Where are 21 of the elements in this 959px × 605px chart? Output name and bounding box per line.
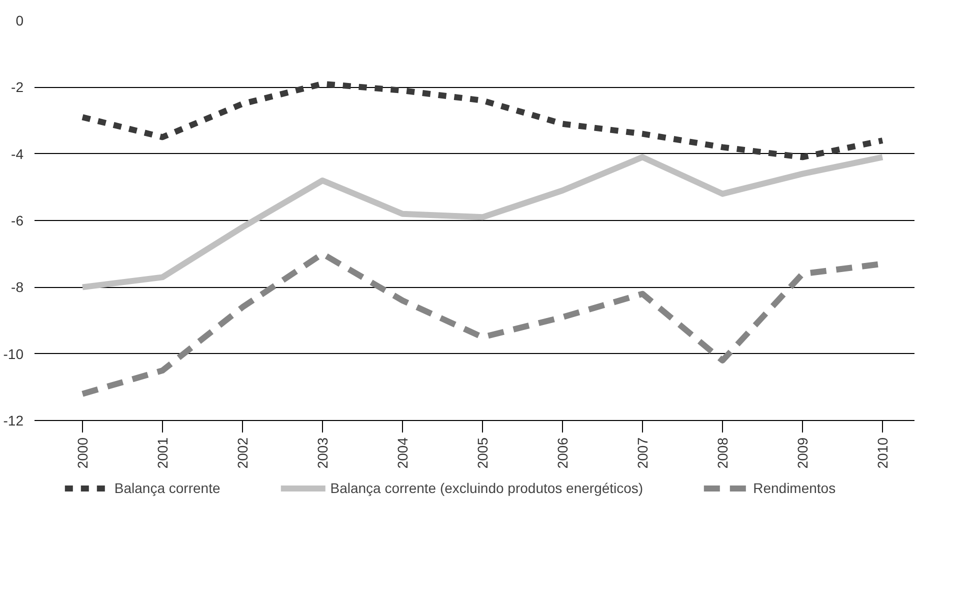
x-tick-label: 2006 [554,437,570,469]
x-tick-label: 2003 [314,437,330,469]
y-tick-label: -2 [11,79,24,96]
x-tick-label: 2001 [154,437,170,469]
x-tick-label: 2005 [474,437,490,469]
y-tick-label: 0 [16,12,24,28]
y-tick-label: -12 [3,412,24,428]
x-tick-label: 2009 [794,437,810,469]
legend-label: Balança corrente (excluindo produtos energéticos) [330,480,644,496]
y-tick-label: -4 [11,146,24,162]
y-tick-label: -8 [11,279,24,296]
x-tick-label: 2007 [634,437,650,469]
legend-label: Balança corrente [114,480,220,496]
x-tick-label: 2002 [234,437,250,469]
x-tick-label: 2004 [394,437,410,469]
legend-label: Rendimentos [753,480,836,496]
y-tick-label: -10 [3,346,24,362]
x-tick-label: 2010 [874,437,890,469]
x-tick-label: 2008 [714,437,730,469]
x-tick-label: 2000 [74,437,90,469]
y-tick-label: -6 [11,212,24,228]
